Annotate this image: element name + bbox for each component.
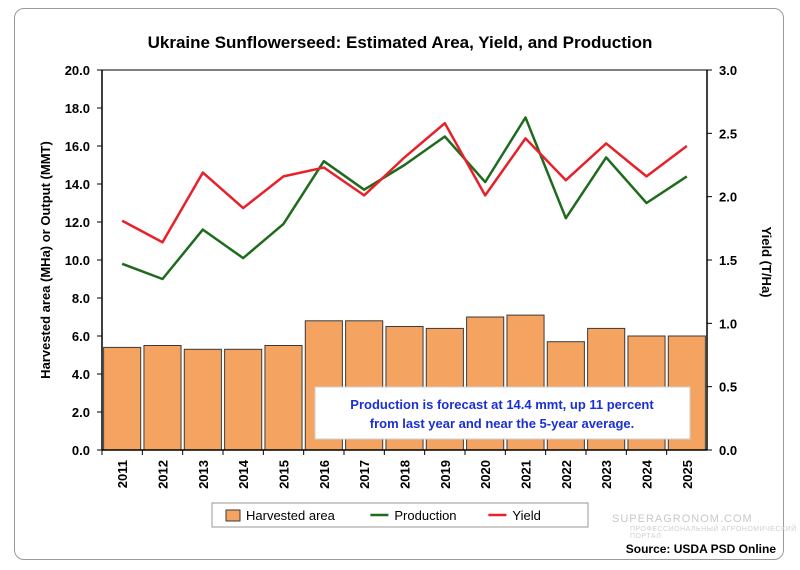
bar-harvested-area bbox=[264, 345, 303, 451]
y-tick-label-left: 0.0 bbox=[72, 443, 90, 458]
annotation-box bbox=[314, 386, 691, 440]
y-tick-label-right: 3.0 bbox=[719, 63, 737, 78]
watermark-subtitle: ПРОФЕССИОНАЛЬНЫЙ АГРОНОМИЧЕСКИЙ ПОРТАЛ bbox=[630, 526, 797, 540]
y-tick-label-right: 2.5 bbox=[719, 126, 737, 141]
x-tick-label: 2014 bbox=[236, 459, 251, 489]
chart-title: Ukraine Sunflowerseed: Estimated Area, Y… bbox=[148, 33, 653, 52]
y-tick-label-left: 6.0 bbox=[72, 329, 90, 344]
bar-harvested-area bbox=[143, 345, 182, 451]
source-note: Source: USDA PSD Online bbox=[625, 542, 776, 556]
x-tick-label: 2020 bbox=[478, 460, 493, 489]
legend-box bbox=[211, 502, 589, 528]
y-tick-label-right: 0.0 bbox=[719, 443, 737, 458]
x-tick-label: 2021 bbox=[519, 460, 534, 489]
y-tick-label-right: 1.5 bbox=[719, 253, 737, 268]
x-tick-label: 2018 bbox=[398, 460, 413, 489]
legend-label: Production bbox=[394, 508, 456, 523]
x-tick-label: 2019 bbox=[438, 460, 453, 489]
y-tick-label-right: 0.5 bbox=[719, 380, 737, 395]
y-tick-label-left: 12.0 bbox=[65, 215, 90, 230]
x-tick-label: 2022 bbox=[559, 460, 574, 489]
x-tick-label: 2013 bbox=[196, 460, 211, 489]
y-tick-label-left: 2.0 bbox=[72, 405, 90, 420]
legend-label: Harvested area bbox=[246, 508, 336, 523]
y-tick-label-left: 10.0 bbox=[65, 253, 90, 268]
y-tick-label-left: 14.0 bbox=[65, 177, 90, 192]
x-tick-label: 2011 bbox=[115, 460, 130, 488]
annotation-line-1: Production is forecast at 14.4 mmt, up 1… bbox=[350, 397, 654, 412]
x-tick-label: 2017 bbox=[357, 460, 372, 489]
legend-label: Yield bbox=[512, 508, 540, 523]
x-tick-label: 2025 bbox=[680, 460, 695, 489]
line-production bbox=[121, 116, 688, 281]
y-axis-label-left: Harvested area (MHa) or Output (MMT) bbox=[38, 141, 53, 379]
y-tick-label-left: 18.0 bbox=[65, 101, 90, 116]
watermark: SUPERAGRONOM.COM bbox=[612, 513, 753, 525]
legend-swatch-harvested-area bbox=[225, 509, 241, 522]
chart-frame bbox=[14, 8, 784, 560]
x-tick-label: 2015 bbox=[277, 460, 292, 489]
y-tick-label-right: 2.0 bbox=[719, 190, 737, 205]
y-tick-label-left: 8.0 bbox=[72, 291, 90, 306]
x-tick-label: 2024 bbox=[640, 459, 655, 489]
annotation-line-2: from last year and near the 5-year avera… bbox=[370, 416, 634, 431]
x-tick-label: 2012 bbox=[156, 460, 171, 489]
bar-harvested-area bbox=[224, 348, 263, 451]
y-tick-label-right: 1.0 bbox=[719, 316, 737, 331]
bar-harvested-area bbox=[183, 348, 222, 451]
y-tick-label-left: 20.0 bbox=[65, 63, 90, 78]
y-axis-label-right: Yield (T/Ha) bbox=[759, 226, 774, 297]
x-tick-label: 2016 bbox=[317, 460, 332, 489]
bar-harvested-area bbox=[103, 346, 142, 451]
y-tick-label-left: 4.0 bbox=[72, 367, 90, 382]
line-yield bbox=[121, 121, 688, 244]
y-tick-label-left: 16.0 bbox=[65, 139, 90, 154]
x-tick-label: 2023 bbox=[599, 460, 614, 489]
